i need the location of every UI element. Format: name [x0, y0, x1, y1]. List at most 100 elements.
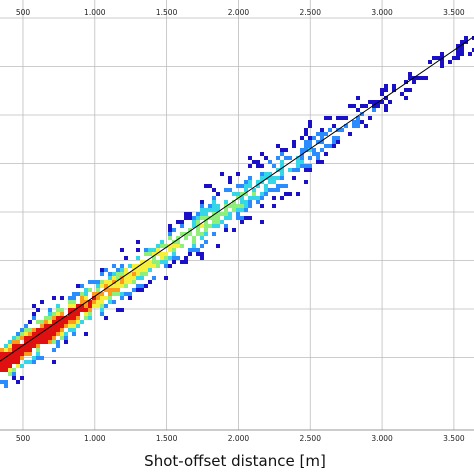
density-cell [336, 140, 340, 144]
density-cell [228, 216, 232, 220]
density-cell [168, 228, 172, 232]
density-cell [8, 340, 12, 344]
density-cell [236, 212, 240, 216]
density-cell [316, 156, 320, 160]
density-cell [216, 212, 220, 216]
density-cell [456, 56, 460, 60]
density-cell [32, 332, 36, 336]
density-cell [308, 140, 312, 144]
density-cell [264, 156, 268, 160]
density-cell [72, 292, 76, 296]
density-cell [168, 224, 172, 228]
density-cell [272, 176, 276, 180]
density-cell [196, 212, 200, 216]
density-cell [120, 284, 124, 288]
density-cell [200, 216, 204, 220]
density-cell [264, 176, 268, 180]
density-cell [276, 184, 280, 188]
density-cell [68, 308, 72, 312]
density-cell [76, 320, 80, 324]
density-cell [172, 244, 176, 248]
density-cell [204, 232, 208, 236]
density-cell [244, 200, 248, 204]
density-cell [100, 296, 104, 300]
density-cell [452, 56, 456, 60]
density-cell [152, 264, 156, 268]
density-cell [244, 208, 248, 212]
density-cell [244, 204, 248, 208]
density-cell [256, 180, 260, 184]
density-cell [108, 296, 112, 300]
density-cell [280, 168, 284, 172]
density-cell [52, 296, 56, 300]
density-cell [248, 164, 252, 168]
density-cell [320, 148, 324, 152]
density-cell [404, 96, 408, 100]
density-cell [272, 196, 276, 200]
density-cell [48, 320, 52, 324]
density-cell [128, 272, 132, 276]
density-cell [308, 148, 312, 152]
density-cell [272, 188, 276, 192]
density-cell [224, 188, 228, 192]
density-cell [416, 76, 420, 80]
density-cell [4, 364, 8, 368]
density-cell [24, 332, 28, 336]
density-cell [64, 320, 68, 324]
density-cell [248, 216, 252, 220]
density-cell [76, 308, 80, 312]
density-cell [24, 324, 28, 328]
density-cell [188, 252, 192, 256]
density-cell [76, 284, 80, 288]
density-cell [60, 308, 64, 312]
density-cell [432, 56, 436, 60]
density-cell [16, 380, 20, 384]
density-cell [44, 316, 48, 320]
density-cell [332, 140, 336, 144]
density-cell [64, 332, 68, 336]
density-cell [52, 348, 56, 352]
density-cell [164, 260, 168, 264]
density-cell [324, 116, 328, 120]
density-cell [264, 172, 268, 176]
density-cell [128, 264, 132, 268]
x-tick-label: 1.500 [156, 8, 178, 17]
density-cell [200, 244, 204, 248]
density-cell [96, 280, 100, 284]
density-cell [280, 160, 284, 164]
density-cell [72, 316, 76, 320]
density-cell [200, 224, 204, 228]
density-cell [144, 268, 148, 272]
density-cell [164, 256, 168, 260]
density-cell [88, 300, 92, 304]
density-cell [112, 284, 116, 288]
density-cell [48, 308, 52, 312]
density-cell [172, 228, 176, 232]
density-cell [320, 140, 324, 144]
density-cell [120, 268, 124, 272]
density-cell [316, 140, 320, 144]
density-cell [148, 268, 152, 272]
density-cell [324, 144, 328, 148]
density-cell [336, 116, 340, 120]
density-cell [216, 192, 220, 196]
density-cell [116, 308, 120, 312]
density-cell [32, 316, 36, 320]
density-cell [168, 264, 172, 268]
density-cell [60, 312, 64, 316]
density-cell [140, 268, 144, 272]
density-cell [224, 216, 228, 220]
density-cell [32, 344, 36, 348]
density-cell [304, 128, 308, 132]
density-cell [240, 184, 244, 188]
density-cell [28, 348, 32, 352]
density-cell [84, 304, 88, 308]
density-cell [216, 208, 220, 212]
density-cell [100, 292, 104, 296]
density-cell [188, 228, 192, 232]
density-cell [0, 380, 4, 384]
density-cell [276, 168, 280, 172]
density-cell [308, 168, 312, 172]
density-cell [224, 224, 228, 228]
density-cell [280, 196, 284, 200]
